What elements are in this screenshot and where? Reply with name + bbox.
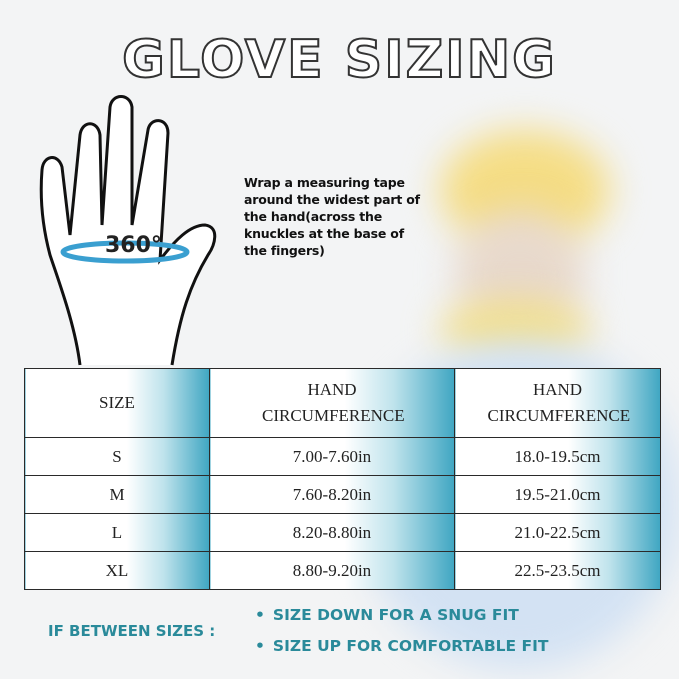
- tip-text: SIZE DOWN FOR A SNUG FIT: [272, 606, 519, 624]
- tip-size-up: • SIZE UP FOR COMFORTABLE FIT: [255, 637, 548, 655]
- tip-size-down: • SIZE DOWN FOR A SNUG FIT: [255, 606, 519, 624]
- inches-cell: 8.20-8.80in: [209, 513, 455, 552]
- table-row: L 8.20-8.80in 21.0-22.5cm: [24, 513, 661, 552]
- table-header-row: SIZE HAND CIRCUMFERENCE HAND CIRCUMFEREN…: [24, 368, 661, 438]
- size-cell: S: [24, 437, 210, 476]
- size-cell: M: [24, 475, 210, 514]
- measuring-tape-icon: [60, 240, 190, 264]
- bullet-icon: •: [255, 637, 265, 655]
- table-row: XL 8.80-9.20in 22.5-23.5cm: [24, 551, 661, 590]
- table-row: S 7.00-7.60in 18.0-19.5cm: [24, 437, 661, 476]
- size-cell: XL: [24, 551, 210, 590]
- cm-cell: 18.0-19.5cm: [454, 437, 661, 476]
- cm-cell: 19.5-21.0cm: [454, 475, 661, 514]
- inches-cell: 8.80-9.20in: [209, 551, 455, 590]
- table-row: M 7.60-8.20in 19.5-21.0cm: [24, 475, 661, 514]
- inches-cell: 7.00-7.60in: [209, 437, 455, 476]
- hand-label: 360°: [105, 233, 162, 258]
- page-title: GLOVE SIZING: [121, 29, 557, 91]
- size-cell: L: [24, 513, 210, 552]
- header-inches: HAND CIRCUMFERENCE: [209, 368, 455, 438]
- header-inches-text: HAND CIRCUMFERENCE: [262, 380, 405, 425]
- between-sizes-label: IF BETWEEN SIZES :: [48, 622, 216, 640]
- cm-cell: 22.5-23.5cm: [454, 551, 661, 590]
- hand-illustration-icon: 360°: [39, 95, 217, 366]
- instructions-text: Wrap a measuring tape around the widest …: [244, 175, 420, 258]
- header-size: SIZE: [24, 368, 210, 438]
- header-cm: HAND CIRCUMFERENCE: [454, 368, 661, 438]
- cm-cell: 21.0-22.5cm: [454, 513, 661, 552]
- header-cm-text: HAND CIRCUMFERENCE: [487, 380, 631, 425]
- tip-text: SIZE UP FOR COMFORTABLE FIT: [272, 637, 549, 655]
- size-table: SIZE HAND CIRCUMFERENCE HAND CIRCUMFEREN…: [24, 368, 661, 590]
- bullet-icon: •: [255, 606, 265, 624]
- inches-cell: 7.60-8.20in: [209, 475, 455, 514]
